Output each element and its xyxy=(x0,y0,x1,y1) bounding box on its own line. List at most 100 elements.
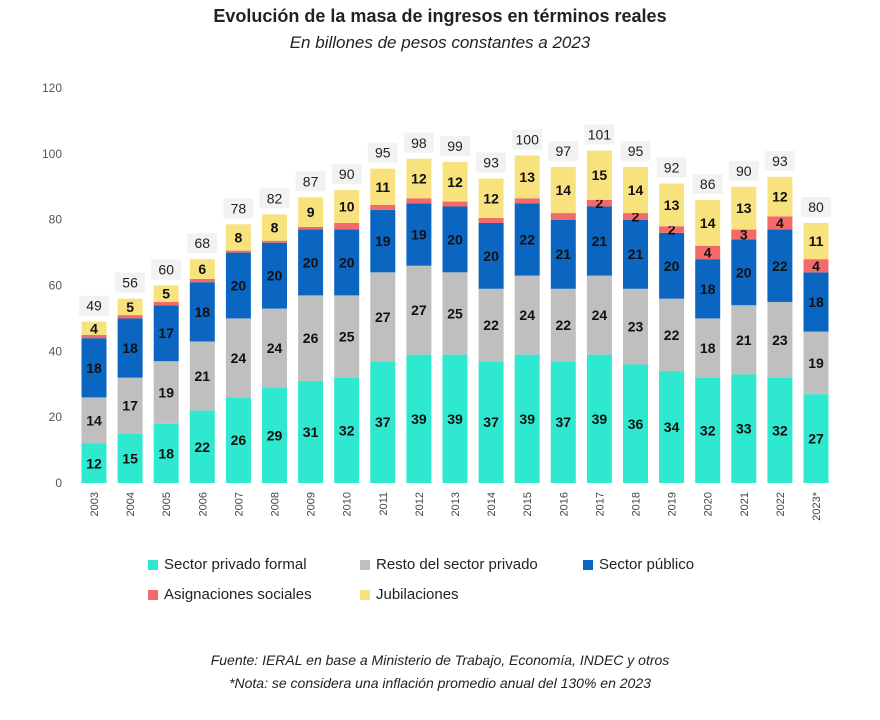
bar-segment xyxy=(225,224,251,251)
bar-segment xyxy=(767,301,793,378)
bar-segment xyxy=(117,377,143,434)
total-label-bg xyxy=(259,188,290,209)
bar-segment xyxy=(334,377,360,483)
total-label-bg xyxy=(728,160,759,181)
data-label: 39 xyxy=(411,411,427,427)
bar-segment xyxy=(803,331,829,395)
total-label: 78 xyxy=(231,200,247,216)
data-label: 31 xyxy=(303,424,319,440)
y-tick-label: 20 xyxy=(49,410,63,424)
data-label: 18 xyxy=(122,340,138,356)
legend-item: Jubilaciones xyxy=(360,586,459,603)
bar-segment xyxy=(153,301,179,306)
x-tick-label: 2016 xyxy=(558,492,570,516)
bar-segment xyxy=(153,361,179,424)
bar-segment xyxy=(189,278,215,283)
data-label: 12 xyxy=(447,174,463,190)
data-label: 13 xyxy=(736,200,752,216)
legend-label: Sector privado formal xyxy=(164,556,307,573)
total-label: 101 xyxy=(588,127,612,143)
x-tick-label: 2013 xyxy=(450,492,462,516)
data-label: 4 xyxy=(704,245,712,261)
bar-segment xyxy=(478,288,504,362)
data-label: 11 xyxy=(809,233,824,249)
legend-item: Resto del sector privado xyxy=(360,556,538,573)
data-label: 39 xyxy=(519,411,535,427)
bar-segment xyxy=(550,361,576,483)
data-label: 12 xyxy=(86,455,102,471)
bar-segment xyxy=(406,158,432,199)
data-label: 37 xyxy=(483,414,499,430)
data-label: 19 xyxy=(411,226,427,242)
bar-segment xyxy=(803,272,829,332)
bar-segment xyxy=(225,318,251,398)
data-label: 32 xyxy=(772,422,788,438)
data-label: 29 xyxy=(267,427,283,443)
data-label: 22 xyxy=(772,258,788,274)
bar-segment xyxy=(731,239,757,306)
data-label: 26 xyxy=(303,330,319,346)
total-label: 60 xyxy=(158,262,174,278)
total-label: 95 xyxy=(375,145,391,161)
bar-segment xyxy=(334,229,360,296)
data-label: 23 xyxy=(628,319,644,335)
bar-segment xyxy=(731,305,757,375)
data-label: 22 xyxy=(195,439,211,455)
bar-segment xyxy=(298,229,324,296)
data-label: 34 xyxy=(664,419,680,435)
x-tick-label: 2018 xyxy=(631,492,643,516)
bar-segment xyxy=(334,295,360,378)
bar-segment xyxy=(81,443,107,483)
x-tick-label: 2022 xyxy=(775,492,787,516)
x-tick-label: 2004 xyxy=(125,492,137,516)
bar-segment xyxy=(623,288,648,365)
data-label: 24 xyxy=(231,350,247,366)
bar-segment xyxy=(81,334,107,339)
total-label: 93 xyxy=(772,153,788,169)
bar-segment xyxy=(478,361,504,483)
bar-segment xyxy=(370,209,396,273)
bar-segment xyxy=(659,232,685,299)
x-tick-label: 2020 xyxy=(703,492,715,516)
data-label: 8 xyxy=(271,220,279,236)
total-label-bg xyxy=(367,142,398,163)
data-label: 18 xyxy=(86,360,102,376)
data-label: 18 xyxy=(808,294,824,310)
legend-swatch xyxy=(360,589,370,600)
bar-segment xyxy=(586,199,612,207)
bar-segment xyxy=(225,252,251,319)
data-label: 21 xyxy=(628,246,644,262)
x-tick-label: 2003 xyxy=(89,492,101,516)
bar-segment xyxy=(550,219,576,289)
bar-segment xyxy=(370,361,396,483)
bar-segment xyxy=(695,377,721,483)
data-label: 19 xyxy=(375,233,391,249)
bar-segment xyxy=(767,229,793,302)
data-label: 10 xyxy=(339,199,355,215)
total-label-bg xyxy=(801,196,831,217)
bar-segment xyxy=(262,242,287,309)
data-label: 21 xyxy=(556,246,572,262)
total-label-bg xyxy=(187,233,218,254)
data-label: 20 xyxy=(267,268,283,284)
x-tick-label: 2012 xyxy=(414,492,426,516)
total-label-bg xyxy=(764,150,795,171)
y-tick-label: 120 xyxy=(42,81,62,95)
bar-segment xyxy=(225,250,251,253)
footnote: *Nota: se considera una inflación promed… xyxy=(229,675,651,691)
bar-segment xyxy=(623,364,648,483)
bar-segment xyxy=(803,259,829,273)
data-label: 37 xyxy=(556,414,572,430)
data-label: 23 xyxy=(772,332,788,348)
total-label: 82 xyxy=(267,190,283,206)
bar-segment xyxy=(442,354,468,483)
y-tick-label: 60 xyxy=(49,279,63,293)
bar-segment xyxy=(298,226,324,230)
data-label: 13 xyxy=(664,197,680,213)
bar-segment xyxy=(478,218,504,223)
total-label-bg xyxy=(79,295,109,316)
data-label: 17 xyxy=(122,398,138,414)
bar-segment xyxy=(695,199,721,246)
data-label: 14 xyxy=(628,182,644,198)
total-label-bg xyxy=(584,124,615,145)
